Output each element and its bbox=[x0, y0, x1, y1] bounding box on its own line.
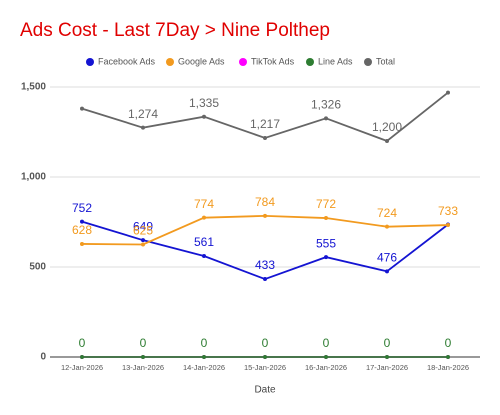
point bbox=[385, 224, 389, 229]
point bbox=[324, 116, 328, 121]
data-label: 1,274 bbox=[128, 107, 158, 121]
data-label: 649 bbox=[133, 219, 153, 233]
data-label: 625 bbox=[133, 224, 153, 238]
data-label: 0 bbox=[384, 336, 391, 350]
data-label: 752 bbox=[72, 201, 92, 215]
point bbox=[80, 355, 84, 359]
data-label: 0 bbox=[201, 336, 208, 350]
x-tick-label: 18-Jan-2026 bbox=[427, 363, 469, 372]
point bbox=[141, 355, 145, 359]
data-label: 0 bbox=[445, 336, 452, 350]
legend-swatch bbox=[86, 58, 94, 66]
data-label: 1,200 bbox=[372, 120, 402, 134]
point bbox=[446, 90, 450, 95]
x-tick-label: 14-Jan-2026 bbox=[183, 363, 225, 372]
legend-swatch bbox=[166, 58, 174, 66]
data-label: 0 bbox=[262, 336, 269, 350]
legend-swatch bbox=[239, 58, 247, 66]
point bbox=[446, 355, 450, 359]
point bbox=[141, 242, 145, 247]
point bbox=[202, 215, 206, 220]
chart-title: Ads Cost - Last 7Day > Nine Polthep bbox=[20, 20, 330, 41]
point bbox=[324, 216, 328, 221]
x-tick-label: 12-Jan-2026 bbox=[61, 363, 103, 372]
data-label: 774 bbox=[194, 197, 214, 211]
point bbox=[202, 355, 206, 359]
legend-swatch bbox=[306, 58, 314, 66]
point bbox=[385, 269, 389, 274]
data-label: 628 bbox=[72, 223, 92, 237]
point bbox=[385, 139, 389, 143]
data-label: 561 bbox=[194, 235, 214, 249]
x-tick-label: 16-Jan-2026 bbox=[305, 363, 347, 372]
legend-label: TikTok Ads bbox=[251, 56, 295, 66]
point bbox=[446, 223, 450, 228]
x-tick-label: 13-Jan-2026 bbox=[122, 363, 164, 372]
point bbox=[263, 277, 267, 282]
data-label: 433 bbox=[255, 258, 275, 272]
y-tick-label: 1,500 bbox=[21, 82, 46, 93]
point bbox=[80, 106, 84, 111]
y-tick-label: 0 bbox=[40, 352, 46, 363]
point bbox=[202, 114, 206, 119]
y-tick-label: 1,000 bbox=[21, 172, 46, 183]
data-label: 1,326 bbox=[311, 97, 341, 111]
point bbox=[202, 254, 206, 259]
point bbox=[263, 355, 267, 359]
data-label: 476 bbox=[377, 250, 397, 264]
point bbox=[141, 125, 145, 130]
data-label: 0 bbox=[140, 336, 147, 350]
point bbox=[141, 238, 145, 243]
point bbox=[385, 355, 389, 359]
legend-label: Facebook Ads bbox=[98, 56, 156, 66]
x-tick-label: 15-Jan-2026 bbox=[244, 363, 286, 372]
data-label: 555 bbox=[316, 236, 336, 250]
x-tick-label: 17-Jan-2026 bbox=[366, 363, 408, 372]
point bbox=[80, 219, 84, 224]
y-tick-label: 500 bbox=[29, 262, 46, 273]
data-label: 0 bbox=[79, 336, 86, 350]
point bbox=[324, 355, 328, 359]
legend-label: Line Ads bbox=[318, 56, 353, 66]
point bbox=[324, 255, 328, 260]
data-label: 784 bbox=[255, 195, 275, 209]
point bbox=[80, 241, 84, 246]
data-label: 1,335 bbox=[189, 96, 219, 110]
data-label: 733 bbox=[438, 204, 458, 218]
data-label: 724 bbox=[377, 206, 397, 220]
legend-label: Total bbox=[376, 56, 395, 66]
point bbox=[263, 135, 267, 140]
point bbox=[263, 213, 267, 218]
x-axis-title: Date bbox=[254, 385, 276, 396]
data-label: 772 bbox=[316, 197, 336, 211]
data-label: 1,217 bbox=[250, 117, 280, 131]
legend-swatch bbox=[364, 58, 372, 66]
data-label: 0 bbox=[323, 336, 330, 350]
legend-label: Google Ads bbox=[178, 56, 225, 66]
